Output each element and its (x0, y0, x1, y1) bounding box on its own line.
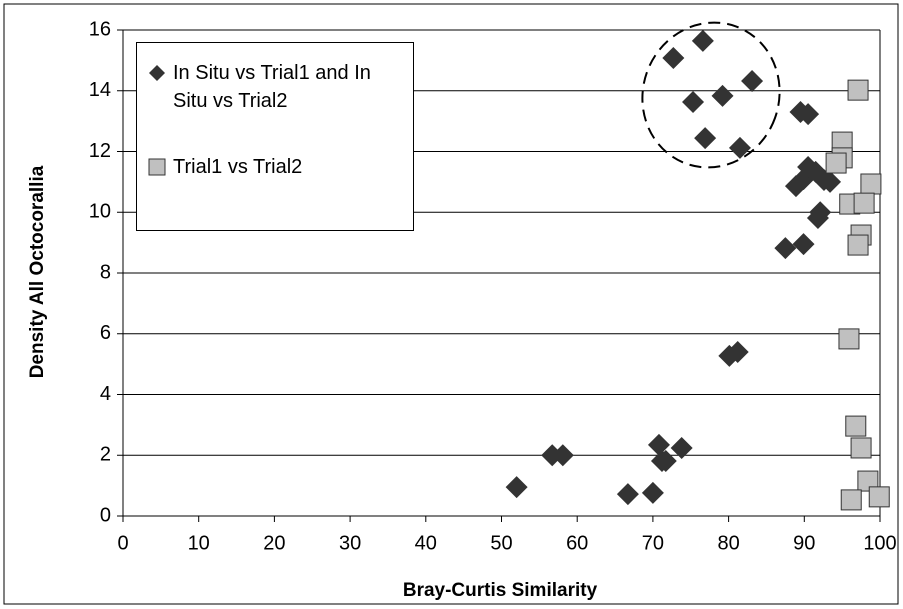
y-tick-label: 2 (100, 444, 111, 466)
x-tick-label: 80 (717, 532, 739, 554)
legend-square (148, 158, 166, 176)
y-tick-label: 4 (100, 383, 111, 405)
chart-frame (3, 3, 899, 605)
point (711, 84, 734, 107)
y-tick-label: 0 (100, 504, 111, 526)
legend-label: In Situ vs Trial1 and In Situ vs Trial2 (173, 62, 371, 112)
x-tick-label: 50 (490, 532, 512, 554)
y-tick-label: 10 (89, 201, 111, 223)
legend-symbol (149, 65, 165, 81)
x-tick-label: 20 (263, 532, 285, 554)
point (838, 328, 860, 350)
point (825, 152, 847, 174)
y-axis-title: Density All Octocorallia (27, 165, 48, 378)
point (726, 340, 749, 363)
point (682, 90, 705, 113)
y-tick-label: 16 (89, 18, 111, 40)
point (616, 483, 639, 506)
highlight-ellipse (641, 21, 781, 169)
point (774, 237, 797, 260)
point (741, 70, 764, 93)
point (850, 437, 872, 459)
point (647, 433, 670, 456)
x-tick-label: 30 (339, 532, 361, 554)
legend-entry: In Situ vs Trial1 and In Situ vs Trial2 (147, 59, 405, 115)
point (840, 489, 862, 511)
point (662, 46, 685, 69)
legend-symbol (148, 158, 166, 176)
point (857, 470, 879, 492)
point (853, 192, 875, 214)
legend: In Situ vs Trial1 and In Situ vs Trial2 … (136, 42, 414, 231)
point (654, 450, 677, 473)
point (847, 79, 869, 101)
point (845, 415, 867, 437)
point (691, 29, 714, 52)
point (728, 136, 751, 159)
x-tick-label: 0 (117, 532, 128, 554)
point (670, 436, 693, 459)
y-tick-label: 6 (100, 322, 111, 344)
x-tick-label: 100 (863, 532, 896, 554)
point (551, 444, 574, 467)
x-axis-title: Bray-Curtis Similarity (403, 580, 598, 601)
legend-label: Trial1 vs Trial2 (173, 156, 303, 178)
point (868, 486, 890, 508)
x-tick-label: 10 (188, 532, 210, 554)
y-tick-label: 8 (100, 261, 111, 283)
legend-diamond (149, 65, 165, 81)
point (694, 127, 717, 150)
y-tick-label: 14 (89, 79, 111, 101)
y-tick-label: 12 (89, 140, 111, 162)
x-tick-label: 60 (566, 532, 588, 554)
point (860, 173, 882, 195)
x-tick-label: 90 (793, 532, 815, 554)
x-tick-label: 70 (642, 532, 664, 554)
point (819, 170, 842, 193)
x-tick-label: 40 (415, 532, 437, 554)
point (797, 103, 820, 126)
legend-entry: Trial1 vs Trial2 (147, 153, 405, 181)
point (847, 234, 869, 256)
point (809, 201, 832, 224)
point (641, 481, 664, 504)
point (792, 233, 815, 256)
point (505, 476, 528, 499)
